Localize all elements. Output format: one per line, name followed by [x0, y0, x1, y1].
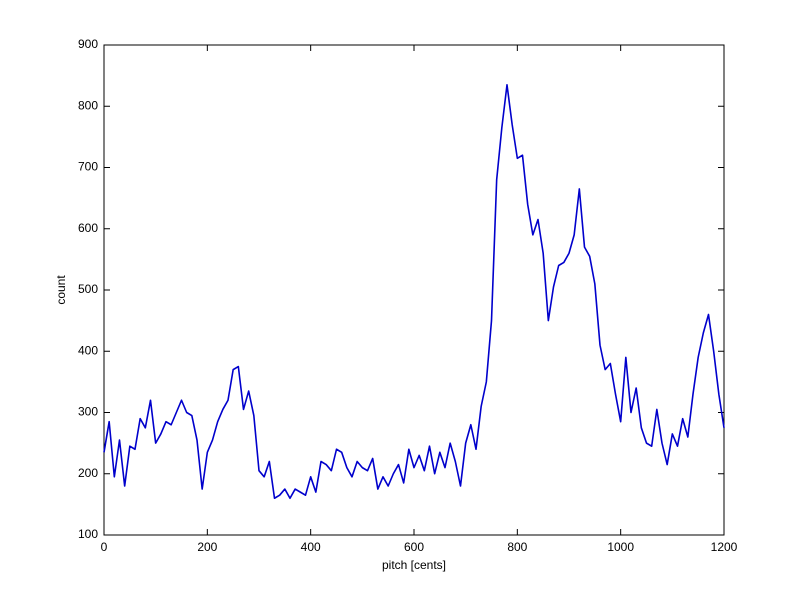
y-tick-label: 100	[78, 527, 98, 541]
x-tick-label: 1200	[711, 540, 738, 554]
x-tick-label: 400	[301, 540, 321, 554]
x-tick-label: 800	[507, 540, 527, 554]
x-tick-label: 1000	[607, 540, 634, 554]
x-tick-label: 200	[197, 540, 217, 554]
y-tick-label: 300	[78, 405, 98, 419]
y-tick-label: 600	[78, 221, 98, 235]
y-tick-label: 900	[78, 37, 98, 51]
y-tick-label: 200	[78, 466, 98, 480]
x-tick-label: 600	[404, 540, 424, 554]
y-tick-label: 800	[78, 98, 98, 112]
y-tick-label: 700	[78, 160, 98, 174]
x-axis-label: pitch [cents]	[382, 558, 446, 572]
y-tick-label: 400	[78, 343, 98, 357]
plot-frame	[103, 44, 725, 536]
y-tick-label: 500	[78, 282, 98, 296]
data-line	[103, 84, 725, 500]
y-axis-label: count	[54, 275, 68, 305]
x-tick-label: 0	[101, 540, 108, 554]
